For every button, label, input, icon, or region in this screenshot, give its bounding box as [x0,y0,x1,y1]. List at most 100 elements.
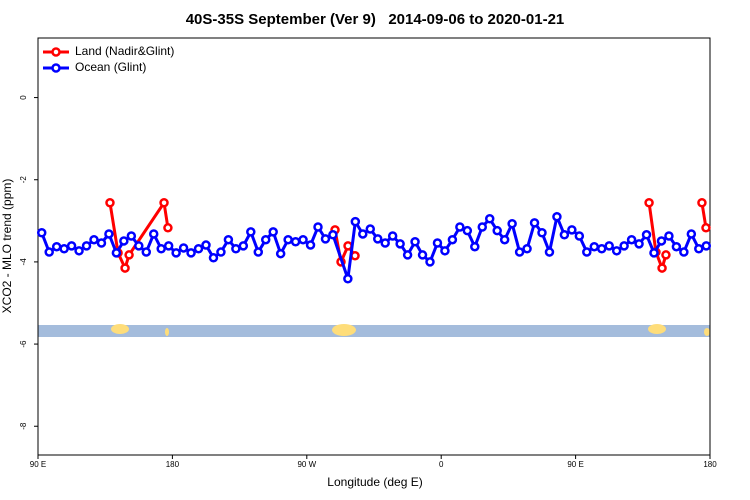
data-point [694,244,704,254]
y-tick-label: -6 [19,340,28,348]
data-point [74,246,84,256]
legend-marker [51,47,61,57]
data-point [619,241,629,251]
data-point [589,241,600,252]
mask-land [704,328,710,336]
x-tick-label: 180 [703,460,717,469]
data-point [253,247,264,257]
data-point [111,248,122,258]
data-point [283,234,293,245]
data-point [328,230,338,240]
data-point [260,234,271,245]
data-point [343,274,353,284]
data-point [537,227,547,238]
data-point [582,247,592,257]
x-tick-label: 90 E [30,460,46,469]
legend-label: Land (Nadir&Glint) [75,44,174,58]
data-point [574,231,585,241]
data-point [193,244,204,254]
mask-land [332,324,356,336]
data-point [417,250,428,260]
data-point [470,241,480,252]
data-point [644,197,654,208]
data-point [544,247,555,257]
data-point [559,230,570,240]
data-point [156,244,166,254]
mask-land [648,324,666,334]
data-point [657,263,667,273]
mask-band [38,325,710,337]
data-point [596,244,607,254]
data-point [313,222,323,232]
data-point [201,240,211,250]
data-point [66,241,77,251]
x-tick-label: 180 [166,460,180,469]
x-tick-label: 90 W [297,460,316,469]
data-point [36,227,47,238]
x-axis-title: Longitude (deg E) [327,475,422,489]
data-point [380,238,390,248]
data-point [410,237,420,247]
data-point [552,211,562,222]
x-tick-label: 90 E [567,460,583,469]
data-point [51,241,62,252]
x-tick-label: 0 [439,460,444,469]
data-point [492,225,502,236]
data-point [664,231,674,241]
data-point [604,241,614,251]
data-point [290,237,301,247]
data-point [126,231,137,241]
data-point [305,240,316,250]
data-point [395,239,405,249]
data-point [96,238,107,248]
data-point [208,253,219,263]
data-point [186,248,196,258]
data-point [350,216,361,227]
data-point [671,241,682,252]
data-point [455,222,465,232]
data-point [440,246,450,256]
data-point [425,257,435,267]
data-point [387,231,398,241]
data-point [298,234,308,245]
data-point [697,197,707,208]
data-point [686,229,697,239]
data-point [223,234,234,245]
data-point [679,247,689,257]
data-point [104,229,114,239]
data-point [59,244,69,254]
data-point [89,234,99,245]
data-point [124,250,134,260]
data-point [484,214,495,224]
data-point [626,234,637,245]
data-point [661,250,671,260]
data-point [141,247,152,257]
data-point [105,197,115,208]
data-point [529,218,540,228]
data-point [514,247,525,257]
data-point [119,236,129,246]
data-point [120,263,130,273]
legend-marker [51,63,61,73]
data-point [499,234,510,245]
data-point [231,244,241,254]
data-point [159,197,169,208]
data-point [178,243,189,253]
data-point [701,223,711,233]
chart-title: 40S-35S September (Ver 9) 2014-09-06 to … [186,11,565,28]
data-point [634,239,644,249]
data-point [238,241,249,251]
series-line [108,198,708,273]
data-point [522,244,532,254]
data-point [275,248,286,259]
data-point [402,250,413,260]
legend-label: Ocean (Glint) [75,60,146,74]
data-point [148,229,159,239]
data-point [567,225,577,235]
data-point [134,241,144,251]
data-point [246,227,256,237]
data-point [701,241,712,251]
land-mask [38,324,710,337]
y-tick-label: -4 [19,258,28,266]
